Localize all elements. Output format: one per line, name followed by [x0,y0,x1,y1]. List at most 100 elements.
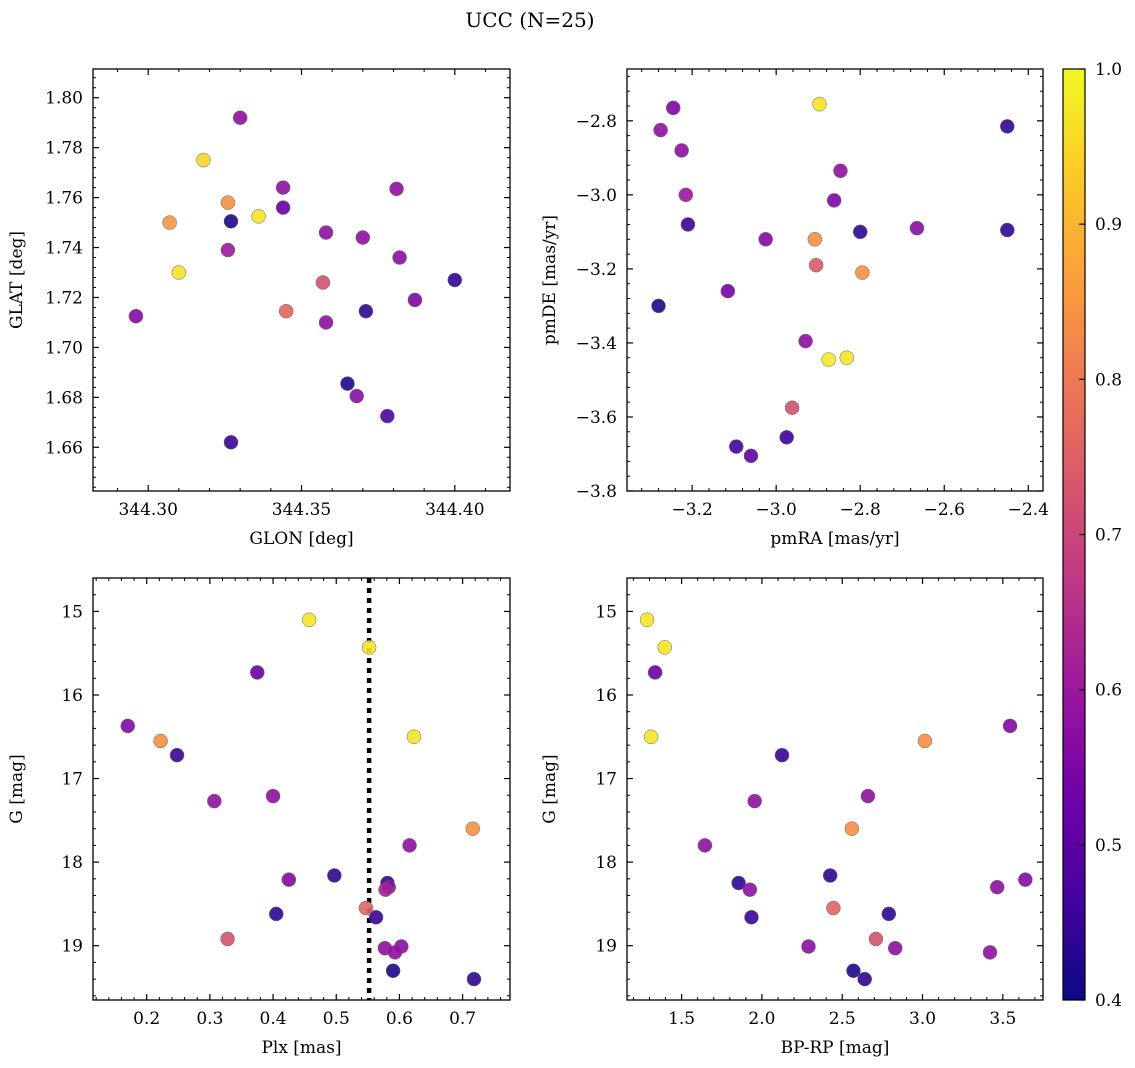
scatter-point [855,265,870,280]
scatter-point [251,209,266,224]
y-tick-label: 1.66 [45,438,83,458]
y-tick-label: −3.0 [576,186,617,206]
scatter-point [720,283,736,299]
scatter-point [812,96,827,112]
scatter-point [361,640,377,655]
scatter-point [275,200,291,215]
y-axis-label: G [mag] [540,754,560,823]
x-tick-label: −3.0 [756,500,797,520]
scatter-points [639,612,1033,987]
colorbar-tick-label: 0.6 [1095,681,1122,701]
x-tick-label: −3.2 [671,500,712,520]
scatter-point [447,272,463,288]
scatter-point [407,292,423,308]
scatter-point [466,971,482,987]
y-axis-label: GLAT [deg] [7,231,27,329]
scatter-point [798,333,813,349]
scatter-point [223,214,239,229]
scatter-point [674,143,689,158]
scatter-point [860,788,876,804]
y-tick-label: 1.70 [45,338,83,358]
scatter-point [779,430,794,445]
plot-area [93,69,510,491]
scatter-point [465,821,480,836]
y-tick-label: 19 [61,937,83,957]
scatter-point [982,945,998,960]
scatter-point [1000,119,1015,134]
scatter-point [742,882,758,897]
y-tick-label: 16 [595,686,617,706]
scatter-point [743,448,759,464]
scatter-point [265,788,281,804]
scatter-point [327,868,342,883]
scatter-point [697,838,713,853]
panel-2: −3.2 −3.0 −2.8 −2.6 −2.4 −3.8 −3.6 −3.4 −3.2 −3.0… [540,68,1049,549]
scatter-point [169,747,185,763]
x-tick-label: −2.4 [1008,500,1049,520]
scatter-point [232,110,248,125]
scatter-point [120,718,135,734]
scatter-point [387,945,403,960]
y-tick-label: 17 [61,770,83,790]
scatter-point [340,376,355,391]
plot-area [627,578,1043,1000]
panel-4: 1.5 2.0 2.5 3.0 3.5 15 16 17 18 19 BP-RP [mag] G [m… [540,577,1044,1058]
scatter-point [378,882,393,897]
y-tick-label: 19 [595,937,617,957]
scatter-point [318,225,334,240]
scatter-point [389,181,404,197]
x-tick-label: −2.8 [840,500,881,520]
scatter-point [887,940,903,956]
scatter-point [318,315,334,330]
scatter-point [647,665,663,680]
scatter-point [657,640,672,655]
scatter-point [826,900,841,916]
x-tick-label: 344.35 [272,500,331,520]
scatter-point [268,906,284,922]
scatter-point [223,435,239,450]
colorbar-tick-label: 0.8 [1095,370,1122,390]
scatter-point [844,821,860,836]
scatter-point [639,612,655,628]
scatter-point [917,733,933,749]
panel-3: 0.2 0.3 0.4 0.5 0.6 0.7 15 16 17 18 19 Plx [mas] G [… [7,577,511,1058]
scatter-point [358,303,374,319]
x-tick-label: 0.3 [196,1009,223,1029]
colorbar-tick-label: 0.4 [1095,991,1122,1011]
scatter-point [275,180,291,195]
y-tick-label: 1.68 [45,388,83,408]
x-tick-label: 3.5 [989,1009,1016,1029]
axes-frame [626,68,1044,492]
scatter-point [808,257,824,273]
scatter-point [989,879,1005,895]
x-tick-label: 1.5 [668,1009,695,1029]
y-tick-label: −3.2 [576,260,617,280]
plot-area [93,578,510,1000]
scatter-panels: 344.30 344.35 344.40 1.66 1.68 1.70 1.72 1.74 1.… [7,68,1049,1058]
scatter-point [402,838,417,853]
scatter-point [653,122,668,138]
y-tick-label: 15 [595,602,617,622]
scatter-point [315,275,331,290]
scatter-point [678,187,694,203]
x-tick-label: 0.7 [449,1009,476,1029]
y-tick-label: 15 [61,602,83,622]
x-axis-label: Plx [mas] [261,1038,341,1058]
x-tick-label: 0.5 [323,1009,350,1029]
scatter-point [220,195,236,210]
scatter-point [349,388,364,404]
y-tick-label: 1.80 [45,89,83,109]
axes-frame [626,577,1044,1001]
colorbar-tick-label: 1.0 [1095,60,1122,80]
scatter-point [128,308,144,324]
scatter-point [196,152,211,168]
y-tick-label: 16 [61,686,83,706]
scatter-point [643,729,659,745]
scatter-points [120,612,482,987]
scatter-point [358,900,374,916]
scatter-point [807,232,823,247]
axes-frame [92,68,511,492]
scatter-point [852,224,868,240]
scatter-point [651,298,666,314]
